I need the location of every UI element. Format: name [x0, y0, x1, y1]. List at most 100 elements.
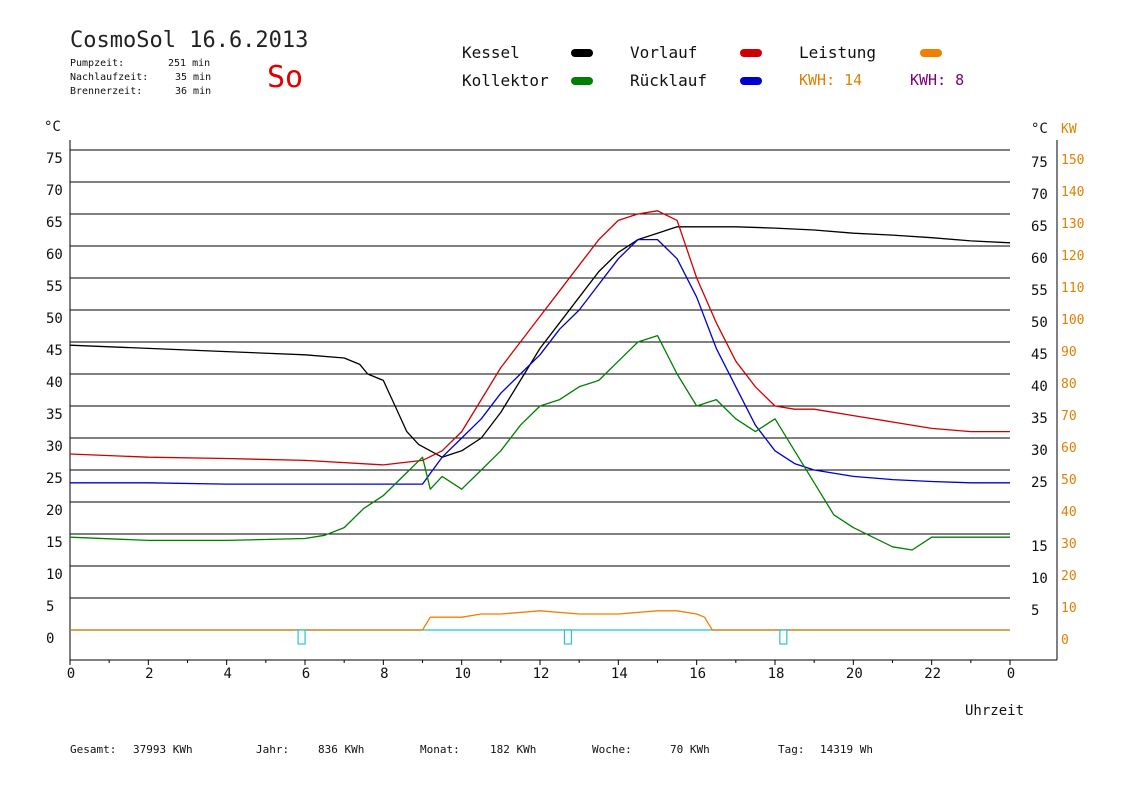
y-power-tick-label-140: 140: [1061, 185, 1084, 200]
x-tick-label-0: 0: [67, 666, 75, 682]
footer-monat-label: Monat:: [420, 743, 460, 756]
legend-kollektor-swatch: [571, 77, 593, 85]
y-power-tick-label-60: 60: [1061, 441, 1077, 456]
y-left-tick-label-75: 75: [46, 151, 63, 167]
x-tick-label-9: 18: [768, 666, 785, 682]
tick-labels: 0 2 4 6 8 10 12 14 16 18 20 22 005101520253035404550…: [46, 151, 1084, 682]
y-power-tick-label-100: 100: [1061, 313, 1084, 328]
y-right-tick-label-70: 70: [1031, 187, 1048, 203]
y-left-tick-label-5: 5: [46, 599, 54, 615]
x-tick-label-3: 6: [302, 666, 310, 682]
x-tick-label-11: 22: [924, 666, 941, 682]
y-power-tick-label-20: 20: [1061, 569, 1077, 584]
series-line-3: [69, 334, 1010, 551]
y-power-tick-label-130: 130: [1061, 217, 1084, 232]
y-axis-unit-left: °C: [44, 119, 61, 135]
y-power-tick-label-10: 10: [1061, 601, 1077, 616]
stat-brennerzeit-value: 36 min: [175, 86, 212, 97]
y-right-tick-label-45: 45: [1031, 347, 1048, 363]
y-left-tick-label-30: 30: [46, 439, 63, 455]
pump-marker-1: [563, 629, 573, 645]
y-power-tick-label-120: 120: [1061, 249, 1084, 264]
footer-gesamt-label: Gesamt:: [70, 743, 117, 756]
y-right-tick-label-75: 75: [1031, 155, 1048, 171]
weekday-label: So: [267, 60, 304, 95]
x-tick-label-7: 14: [611, 666, 628, 682]
y-left-tick-label-60: 60: [46, 247, 63, 263]
chart-axes: [69, 140, 1058, 665]
y-right-tick-label-55: 55: [1031, 283, 1048, 299]
stat-brennerzeit-label: Brennerzeit:: [70, 86, 143, 97]
grid-lines: [70, 149, 1010, 631]
pump-markers: [297, 629, 788, 645]
footer-tag-label: Tag:: [778, 743, 805, 756]
legend-kessel-label: Kessel: [462, 43, 520, 62]
x-tick-label-6: 12: [533, 666, 550, 682]
legend-vorlauf-swatch: [740, 49, 762, 57]
x-tick-label-8: 16: [689, 666, 706, 682]
y-right-tick-label-10: 10: [1031, 571, 1048, 587]
legend-vorlauf-label: Vorlauf: [630, 43, 698, 62]
x-tick-label-1: 2: [145, 666, 153, 682]
y-left-tick-label-45: 45: [46, 343, 63, 359]
stat-nachlaufzeit-value: 35 min: [175, 72, 212, 83]
footer-tag-value: 14319 Wh: [820, 743, 873, 756]
series-line-1: [69, 210, 1010, 466]
footer-woche-value: 70 KWh: [670, 743, 710, 756]
y-power-tick-label-0: 0: [1061, 633, 1069, 648]
y-left-tick-label-25: 25: [46, 471, 63, 487]
footer-woche-label: Woche:: [592, 743, 632, 756]
chart-title: CosmoSol 16.6.2013: [70, 28, 309, 53]
legend-ruecklauf-label: Rücklauf: [630, 71, 708, 90]
y-power-tick-label-30: 30: [1061, 537, 1077, 552]
y-left-tick-label-0: 0: [46, 631, 54, 647]
y-left-tick-label-20: 20: [46, 503, 63, 519]
x-tick-label-10: 20: [846, 666, 863, 682]
legend-kollektor-label: Kollektor: [462, 71, 549, 90]
legend-leistung-label: Leistung: [799, 43, 877, 62]
y-power-tick-label-50: 50: [1061, 473, 1077, 488]
y-left-tick-label-35: 35: [46, 407, 63, 423]
x-tick-label-12: 0: [1007, 666, 1015, 682]
y-power-tick-label-70: 70: [1061, 409, 1077, 424]
y-right-tick-label-15: 15: [1031, 539, 1048, 555]
y-axis-unit-power: KW: [1061, 122, 1077, 137]
x-tick-label-5: 10: [454, 666, 471, 682]
footer-jahr-label: Jahr:: [256, 743, 290, 756]
y-right-tick-label-30: 30: [1031, 443, 1048, 459]
legend-leistung-swatch: [920, 49, 942, 57]
y-power-tick-label-40: 40: [1061, 505, 1077, 520]
y-right-tick-label-60: 60: [1031, 251, 1048, 267]
y-power-tick-label-110: 110: [1061, 281, 1084, 296]
y-left-tick-label-70: 70: [46, 183, 63, 199]
y-power-tick-label-80: 80: [1061, 377, 1077, 392]
footer-monat-value: 182 KWh: [490, 743, 537, 756]
y-power-tick-label-150: 150: [1061, 153, 1084, 168]
kwh-second: KWH: 8: [910, 71, 965, 89]
series-lines: [69, 210, 1011, 631]
stat-pumpzeit-label: Pumpzeit:: [70, 58, 125, 69]
legend-ruecklauf-swatch: [740, 77, 762, 85]
pump-marker-0: [297, 629, 306, 645]
y-left-tick-label-65: 65: [46, 215, 63, 231]
y-left-tick-label-55: 55: [46, 279, 63, 295]
y-right-tick-label-65: 65: [1031, 219, 1048, 235]
footer-jahr-value: 836 KWh: [318, 743, 365, 756]
y-right-tick-label-50: 50: [1031, 315, 1048, 331]
stat-pumpzeit-value: 251 min: [168, 58, 211, 69]
series-line-4: [70, 610, 1010, 631]
y-left-tick-label-10: 10: [46, 567, 63, 583]
y-right-tick-label-5: 5: [1031, 603, 1039, 619]
y-right-tick-label-40: 40: [1031, 379, 1048, 395]
y-right-tick-label-25: 25: [1031, 475, 1048, 491]
y-right-tick-label-35: 35: [1031, 411, 1048, 427]
y-axis-unit-right: °C: [1031, 121, 1048, 137]
x-tick-label-2: 4: [223, 666, 231, 682]
stat-nachlaufzeit-label: Nachlaufzeit:: [70, 72, 149, 83]
legend-kessel-swatch: [571, 49, 593, 57]
y-left-tick-label-50: 50: [46, 311, 63, 327]
footer-gesamt-value: 37993 KWh: [133, 743, 193, 756]
x-tick-label-4: 8: [380, 666, 388, 682]
y-left-tick-label-15: 15: [46, 535, 63, 551]
kwh-leistung: KWH: 14: [799, 71, 863, 89]
